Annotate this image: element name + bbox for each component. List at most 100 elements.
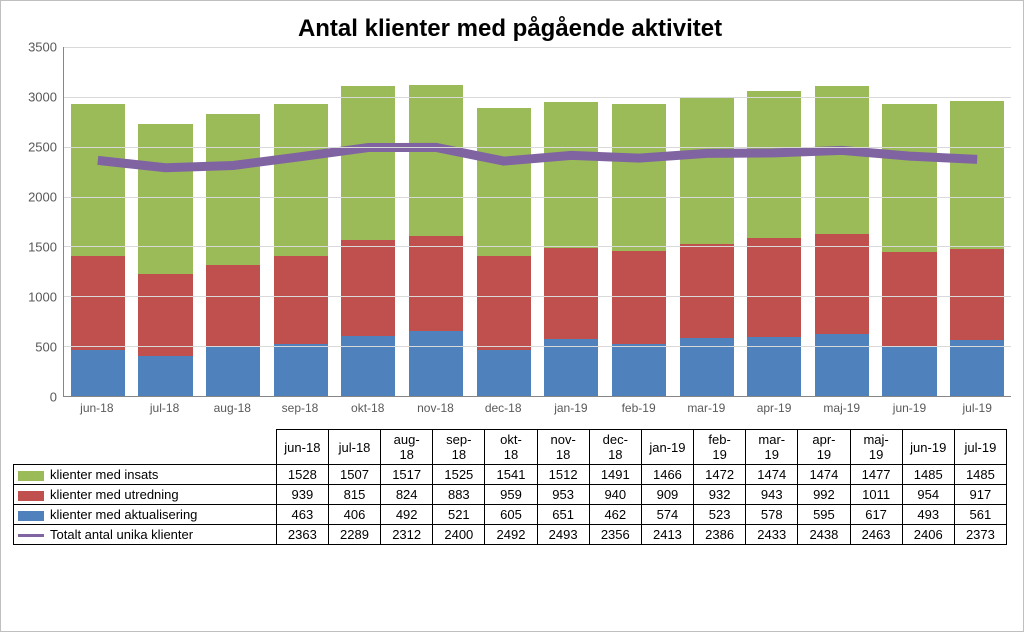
table-cell: 1011 <box>850 485 902 505</box>
table-cell: 883 <box>433 485 485 505</box>
bar-slot <box>537 47 605 396</box>
bar-segment-insats <box>274 104 328 256</box>
table-cell: 1477 <box>850 465 902 485</box>
table-cell: 574 <box>641 505 693 525</box>
stacked-bar <box>747 47 801 396</box>
table-header-row: jun-18jul-18aug-18sep-18okt-18nov-18dec-… <box>14 430 1007 465</box>
bar-slot <box>673 47 741 396</box>
bar-segment-insats <box>477 108 531 257</box>
y-gridline <box>64 296 1011 297</box>
bar-segment-utredning <box>747 238 801 337</box>
bar-segment-insats <box>747 91 801 238</box>
bar-segment-utredning <box>882 252 936 347</box>
bar-slot <box>740 47 808 396</box>
bar-slot <box>335 47 403 396</box>
stacked-bar <box>341 47 395 396</box>
table-cell: 2312 <box>381 525 433 545</box>
bar-segment-utredning <box>409 236 463 331</box>
table-header-cell: maj-19 <box>850 430 902 465</box>
stacked-bar <box>950 47 1004 396</box>
y-tick-label: 0 <box>50 390 57 405</box>
y-gridline <box>64 47 1011 48</box>
table-cell: 2289 <box>328 525 380 545</box>
table-cell: 954 <box>902 485 954 505</box>
bar-segment-insats <box>544 102 598 248</box>
x-tick-label: jul-19 <box>943 397 1011 415</box>
table-cell: 2492 <box>485 525 537 545</box>
bar-segment-utredning <box>341 240 395 336</box>
series-label-cell: klienter med aktualisering <box>14 505 277 525</box>
stacked-bar <box>409 47 463 396</box>
bar-slot <box>808 47 876 396</box>
bar-segment-aktualisering <box>138 356 192 396</box>
table-cell: 909 <box>641 485 693 505</box>
stacked-bar <box>138 47 192 396</box>
bar-segment-insats <box>680 97 734 244</box>
data-table-wrap: jun-18jul-18aug-18sep-18okt-18nov-18dec-… <box>9 429 1011 545</box>
x-tick-label: maj-19 <box>808 397 876 415</box>
x-tick-label: apr-19 <box>740 397 808 415</box>
table-cell: 617 <box>850 505 902 525</box>
x-tick-label: dec-18 <box>469 397 537 415</box>
bar-segment-insats <box>71 104 125 256</box>
bar-slot <box>943 47 1011 396</box>
series-label-cell: klienter med insats <box>14 465 277 485</box>
table-blank-cell <box>14 430 277 465</box>
table-header-cell: jun-19 <box>902 430 954 465</box>
x-tick-label: jul-18 <box>131 397 199 415</box>
bar-segment-utredning <box>680 244 734 338</box>
bar-segment-insats <box>950 101 1004 249</box>
y-tick-label: 500 <box>35 340 57 355</box>
table-header-cell: nov-18 <box>537 430 589 465</box>
table-row: klienter med insats152815071517152515411… <box>14 465 1007 485</box>
table-cell: 462 <box>589 505 641 525</box>
table-cell: 824 <box>381 485 433 505</box>
table-cell: 1528 <box>276 465 328 485</box>
table-cell: 953 <box>537 485 589 505</box>
table-header-cell: mar-19 <box>746 430 798 465</box>
table-header-cell: dec-18 <box>589 430 641 465</box>
bar-segment-insats <box>815 86 869 233</box>
table-cell: 406 <box>328 505 380 525</box>
table-cell: 2406 <box>902 525 954 545</box>
x-tick-label: jun-18 <box>63 397 131 415</box>
bar-segment-aktualisering <box>815 334 869 396</box>
stacked-bar <box>882 47 936 396</box>
x-tick-label: mar-19 <box>672 397 740 415</box>
bar-segment-aktualisering <box>409 331 463 396</box>
x-tick-label: aug-18 <box>198 397 266 415</box>
bar-segment-aktualisering <box>206 347 260 396</box>
table-row: klienter med utredning939815824883959953… <box>14 485 1007 505</box>
y-tick-label: 1500 <box>28 240 57 255</box>
table-header-cell: okt-18 <box>485 430 537 465</box>
table-cell: 521 <box>433 505 485 525</box>
plot-area <box>63 47 1011 397</box>
table-cell: 1472 <box>694 465 746 485</box>
bar-segment-aktualisering <box>882 347 936 396</box>
table-cell: 2433 <box>746 525 798 545</box>
table-cell: 1512 <box>537 465 589 485</box>
table-cell: 815 <box>328 485 380 505</box>
table-cell: 2356 <box>589 525 641 545</box>
bars-layer <box>64 47 1011 396</box>
series-label: klienter med utredning <box>50 487 179 502</box>
table-header-cell: jul-18 <box>328 430 380 465</box>
x-tick-label: feb-19 <box>605 397 673 415</box>
bar-slot <box>267 47 335 396</box>
bar-slot <box>402 47 470 396</box>
table-cell: 932 <box>694 485 746 505</box>
table-header-cell: sep-18 <box>433 430 485 465</box>
table-cell: 1517 <box>381 465 433 485</box>
series-label: klienter med aktualisering <box>50 507 197 522</box>
y-gridline <box>64 147 1011 148</box>
stacked-bar <box>680 47 734 396</box>
y-gridline <box>64 197 1011 198</box>
table-cell: 940 <box>589 485 641 505</box>
plot-row: 0500100015002000250030003500 <box>9 47 1011 397</box>
table-header-cell: aug-18 <box>381 430 433 465</box>
bar-segment-utredning <box>138 274 192 355</box>
table-header-cell: apr-19 <box>798 430 850 465</box>
bar-segment-aktualisering <box>341 336 395 396</box>
bar-slot <box>132 47 200 396</box>
legend-swatch <box>18 534 44 537</box>
